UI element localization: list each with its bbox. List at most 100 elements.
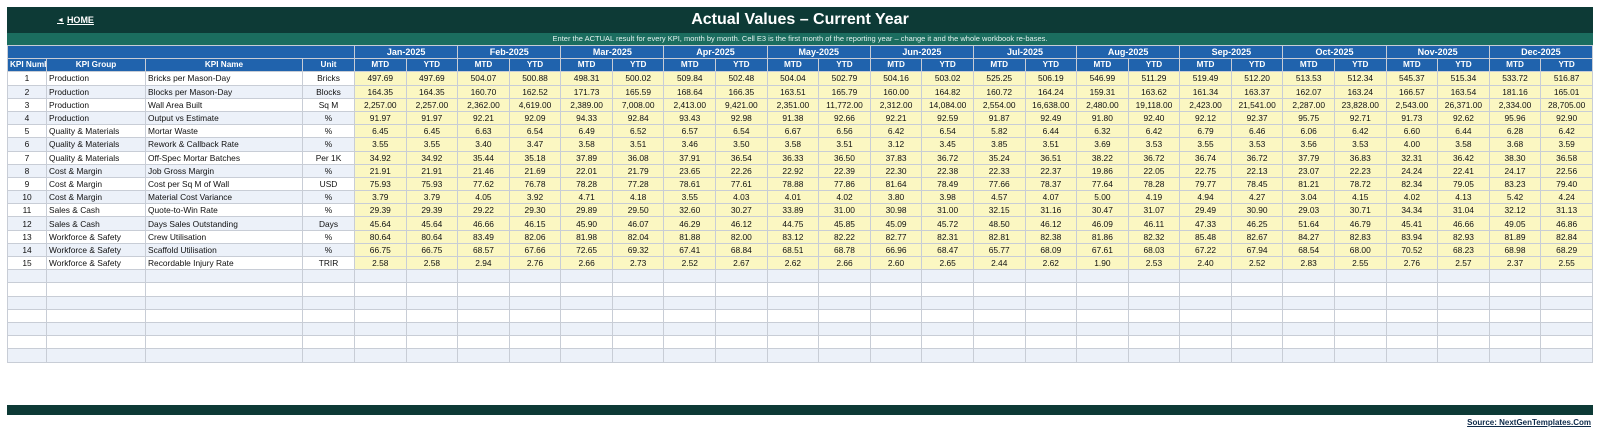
empty-cell[interactable] — [1385, 269, 1439, 284]
mtd-value-cell[interactable]: 3.55 — [1179, 137, 1232, 152]
mtd-value-cell[interactable]: 21.91 — [354, 163, 407, 178]
mtd-value-cell[interactable]: 65.77 — [972, 242, 1026, 258]
ytd-value-cell[interactable]: 92.62 — [1437, 110, 1490, 126]
mtd-value-cell[interactable]: 92.12 — [1179, 110, 1232, 126]
ytd-value-cell[interactable]: 46.79 — [1333, 216, 1387, 231]
empty-cell[interactable] — [972, 282, 1026, 297]
mtd-value-cell[interactable]: 81.64 — [869, 176, 923, 192]
mtd-value-cell[interactable]: 83.12 — [766, 229, 820, 244]
ytd-value-cell[interactable]: 77.28 — [611, 176, 665, 192]
empty-cell[interactable] — [46, 308, 146, 323]
mtd-value-cell[interactable]: 6.32 — [1076, 124, 1129, 139]
mtd-value-cell[interactable]: 81.89 — [1488, 229, 1542, 244]
empty-cell[interactable] — [354, 321, 407, 337]
empty-cell[interactable] — [354, 295, 407, 310]
empty-cell[interactable] — [663, 335, 717, 350]
empty-cell[interactable] — [405, 282, 459, 297]
ytd-value-cell[interactable]: 68.47 — [921, 242, 974, 258]
mtd-value-cell[interactable]: 4.71 — [560, 190, 613, 205]
mtd-value-cell[interactable]: 77.66 — [972, 176, 1026, 192]
ytd-value-cell[interactable]: 165.01 — [1540, 84, 1593, 99]
ytd-value-cell[interactable]: 3.45 — [921, 137, 974, 152]
mtd-value-cell[interactable]: 4.01 — [766, 190, 820, 205]
empty-cell[interactable] — [1437, 321, 1490, 337]
empty-cell[interactable] — [1488, 321, 1542, 337]
empty-cell[interactable] — [46, 335, 146, 350]
empty-cell[interactable] — [1127, 295, 1181, 310]
mtd-value-cell[interactable]: 161.34 — [1179, 84, 1232, 99]
empty-cell[interactable] — [921, 295, 974, 310]
ytd-value-cell[interactable]: 165.59 — [611, 84, 665, 99]
ytd-value-cell[interactable]: 2.65 — [921, 255, 974, 271]
empty-cell[interactable] — [766, 335, 820, 350]
empty-cell[interactable] — [1127, 335, 1181, 350]
ytd-value-cell[interactable]: 22.26 — [715, 163, 768, 178]
empty-cell[interactable] — [972, 295, 1026, 310]
mtd-value-cell[interactable]: 3.12 — [869, 137, 923, 152]
mtd-value-cell[interactable]: 37.89 — [560, 150, 613, 165]
mtd-value-cell[interactable]: 78.28 — [560, 176, 613, 192]
empty-cell[interactable] — [1385, 308, 1439, 323]
mtd-value-cell[interactable]: 4.02 — [1385, 190, 1439, 205]
ytd-value-cell[interactable]: 22.39 — [818, 163, 871, 178]
mtd-value-cell[interactable]: 22.33 — [972, 163, 1026, 178]
mtd-value-cell[interactable]: 23.65 — [663, 163, 717, 178]
mtd-value-cell[interactable]: 2.66 — [560, 255, 613, 271]
ytd-value-cell[interactable]: 6.42 — [1540, 124, 1593, 139]
ytd-value-cell[interactable]: 36.83 — [1333, 150, 1387, 165]
mtd-value-cell[interactable]: 30.98 — [869, 203, 923, 218]
ytd-value-cell[interactable]: 3.53 — [1127, 137, 1181, 152]
ytd-value-cell[interactable]: 6.45 — [405, 124, 459, 139]
ytd-value-cell[interactable]: 45.85 — [818, 216, 871, 231]
mtd-value-cell[interactable]: 84.27 — [1282, 229, 1335, 244]
mtd-value-cell[interactable]: 85.48 — [1179, 229, 1232, 244]
empty-cell[interactable] — [145, 321, 303, 337]
empty-cell[interactable] — [1437, 335, 1490, 350]
ytd-value-cell[interactable]: 46.11 — [1127, 216, 1181, 231]
ytd-value-cell[interactable]: 4.03 — [715, 190, 768, 205]
ytd-value-cell[interactable]: 46.86 — [1540, 216, 1593, 231]
mtd-value-cell[interactable]: 160.72 — [972, 84, 1026, 99]
ytd-value-cell[interactable]: 2.76 — [508, 255, 562, 271]
ytd-value-cell[interactable]: 164.82 — [921, 84, 974, 99]
empty-cell[interactable] — [869, 295, 923, 310]
ytd-value-cell[interactable]: 500.88 — [508, 71, 562, 86]
ytd-value-cell[interactable]: 21,541.00 — [1230, 97, 1284, 112]
empty-cell[interactable] — [1488, 295, 1542, 310]
empty-cell[interactable] — [1488, 348, 1542, 363]
mtd-value-cell[interactable]: 72.65 — [560, 242, 613, 258]
empty-cell[interactable] — [715, 269, 768, 284]
empty-cell[interactable] — [611, 308, 665, 323]
ytd-value-cell[interactable]: 92.84 — [611, 110, 665, 126]
ytd-value-cell[interactable]: 46.12 — [715, 216, 768, 231]
ytd-value-cell[interactable]: 14,084.00 — [921, 97, 974, 112]
mtd-value-cell[interactable]: 160.00 — [869, 84, 923, 99]
ytd-value-cell[interactable]: 82.00 — [715, 229, 768, 244]
mtd-value-cell[interactable]: 77.64 — [1076, 176, 1129, 192]
ytd-value-cell[interactable]: 82.38 — [1024, 229, 1078, 244]
empty-cell[interactable] — [1024, 295, 1078, 310]
empty-cell[interactable] — [972, 308, 1026, 323]
empty-cell[interactable] — [302, 295, 355, 310]
empty-cell[interactable] — [560, 335, 613, 350]
empty-cell[interactable] — [302, 348, 355, 363]
ytd-value-cell[interactable]: 82.83 — [1333, 229, 1387, 244]
empty-cell[interactable] — [1179, 321, 1232, 337]
ytd-value-cell[interactable]: 6.46 — [1230, 124, 1284, 139]
mtd-value-cell[interactable]: 66.75 — [354, 242, 407, 258]
empty-cell[interactable] — [1333, 348, 1387, 363]
ytd-value-cell[interactable]: 3.53 — [1333, 137, 1387, 152]
empty-cell[interactable] — [560, 308, 613, 323]
empty-cell[interactable] — [508, 348, 562, 363]
ytd-value-cell[interactable]: 66.75 — [405, 242, 459, 258]
ytd-value-cell[interactable]: 92.98 — [715, 110, 768, 126]
ytd-value-cell[interactable]: 22.56 — [1540, 163, 1593, 178]
ytd-value-cell[interactable]: 3.58 — [1437, 137, 1490, 152]
mtd-value-cell[interactable]: 70.52 — [1385, 242, 1439, 258]
ytd-value-cell[interactable]: 36.51 — [1024, 150, 1078, 165]
mtd-value-cell[interactable]: 68.57 — [457, 242, 510, 258]
empty-cell[interactable] — [1179, 295, 1232, 310]
ytd-value-cell[interactable]: 92.49 — [1024, 110, 1078, 126]
ytd-value-cell[interactable]: 82.67 — [1230, 229, 1284, 244]
mtd-value-cell[interactable]: 3.56 — [1282, 137, 1335, 152]
